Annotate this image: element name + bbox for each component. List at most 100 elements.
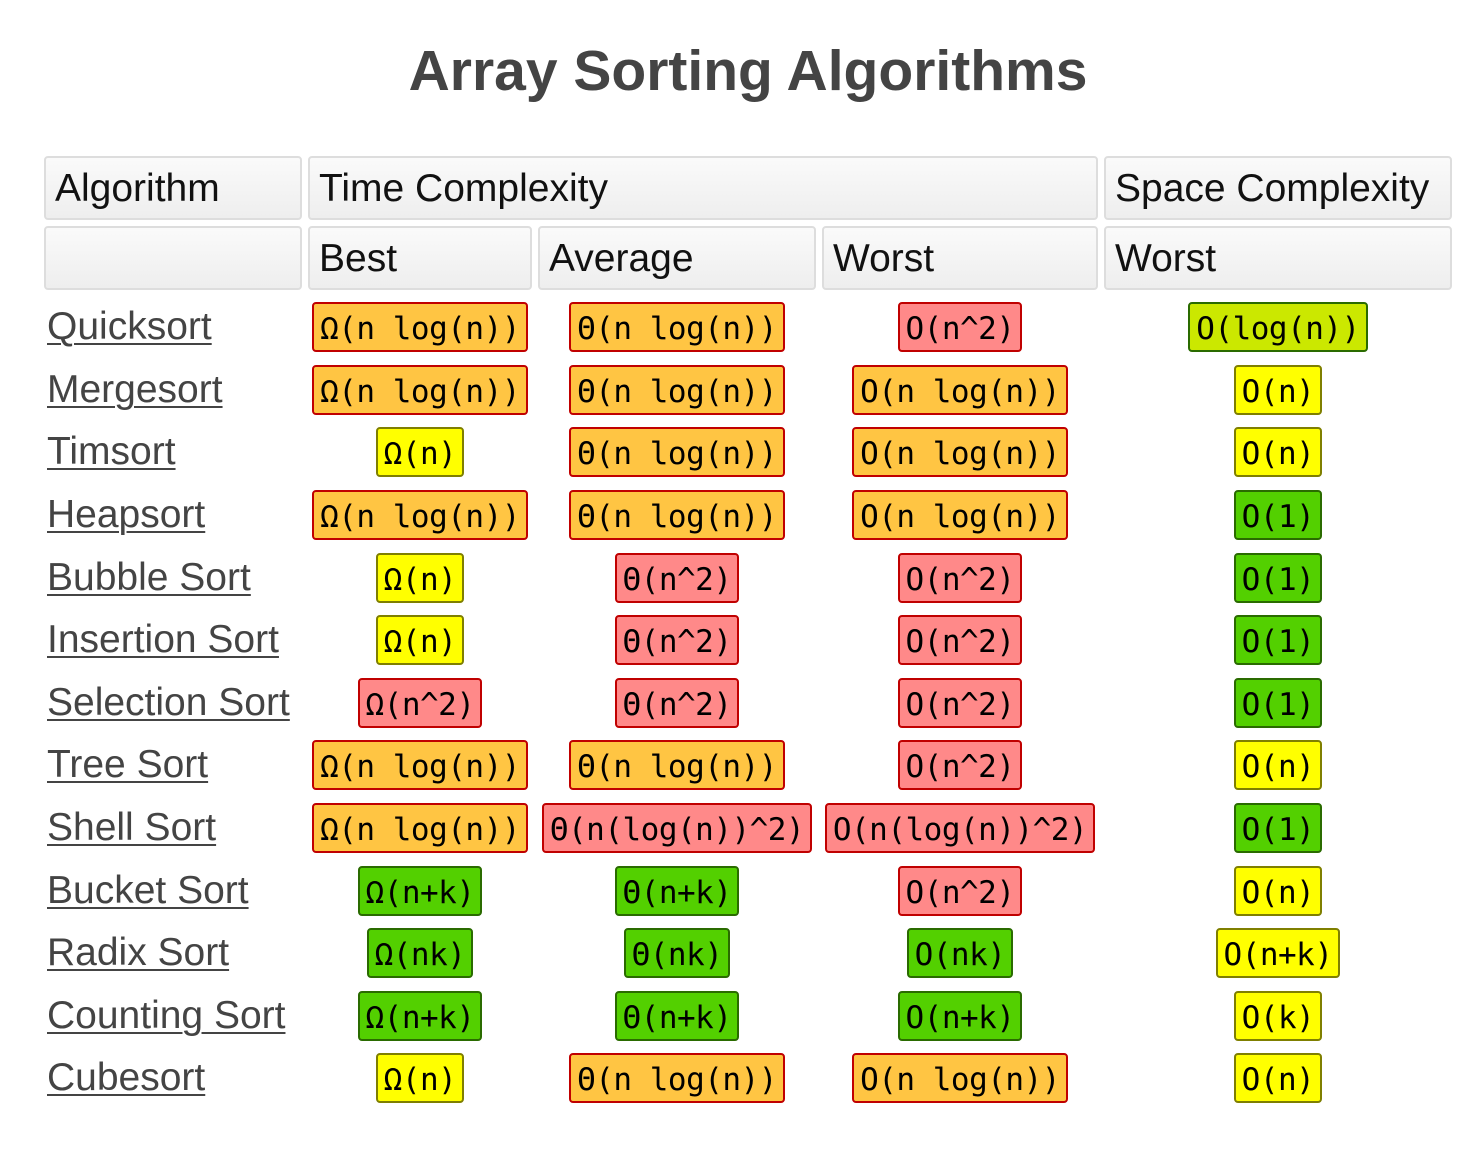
best-cell: Ω(n)	[308, 421, 532, 484]
space-complexity-badge: O(1)	[1233, 677, 1323, 728]
algorithm-link[interactable]: Timsort	[47, 430, 176, 474]
header-space-worst: Worst	[1104, 226, 1452, 290]
algorithm-link[interactable]: Heapsort	[47, 493, 206, 537]
best-complexity-badge: Ω(n log(n))	[312, 364, 528, 415]
best-cell: Ω(n^2)	[308, 672, 532, 735]
algorithm-cell: Tree Sort	[44, 734, 302, 797]
worst-cell: O(n^2)	[822, 546, 1098, 609]
best-cell: Ω(n log(n))	[308, 797, 532, 860]
space-cell: O(k)	[1104, 985, 1452, 1048]
worst-complexity-badge: O(n+k)	[897, 990, 1023, 1041]
algorithm-cell: Bubble Sort	[44, 546, 302, 609]
space-complexity-badge: O(n+k)	[1215, 928, 1341, 979]
worst-complexity-badge: O(n log(n))	[852, 490, 1068, 541]
best-cell: Ω(n+k)	[308, 985, 532, 1048]
algorithm-cell: Insertion Sort	[44, 609, 302, 672]
space-cell: O(1)	[1104, 546, 1452, 609]
sorting-table: Algorithm Time Complexity Space Complexi…	[44, 156, 1452, 1110]
algorithm-cell: Heapsort	[44, 484, 302, 547]
algorithm-cell: Mergesort	[44, 359, 302, 422]
algorithm-cell: Bucket Sort	[44, 859, 302, 922]
best-cell: Ω(n log(n))	[308, 734, 532, 797]
algorithm-link[interactable]: Shell Sort	[47, 806, 217, 850]
best-complexity-badge: Ω(n log(n))	[312, 490, 528, 541]
worst-complexity-badge: O(n log(n))	[852, 427, 1068, 478]
worst-complexity-badge: O(n^2)	[897, 865, 1023, 916]
best-complexity-badge: Ω(n+k)	[357, 990, 483, 1041]
space-complexity-badge: O(k)	[1233, 990, 1323, 1041]
best-complexity-badge: Ω(n)	[375, 552, 465, 603]
algorithm-cell: Quicksort	[44, 296, 302, 359]
average-cell: Θ(n log(n))	[538, 734, 816, 797]
header-worst: Worst	[822, 226, 1098, 290]
space-complexity-badge: O(n)	[1233, 740, 1323, 791]
space-cell: O(n)	[1104, 421, 1452, 484]
algorithm-link[interactable]: Bucket Sort	[47, 868, 249, 912]
algorithm-link[interactable]: Selection Sort	[47, 680, 290, 724]
best-complexity-badge: Ω(n^2)	[357, 677, 483, 728]
best-cell: Ω(n log(n))	[308, 296, 532, 359]
space-complexity-badge: O(n)	[1233, 865, 1323, 916]
average-cell: Θ(n^2)	[538, 672, 816, 735]
best-cell: Ω(n)	[308, 609, 532, 672]
worst-complexity-badge: O(n^2)	[897, 552, 1023, 603]
header-empty	[44, 226, 302, 290]
best-complexity-badge: Ω(n log(n))	[312, 740, 528, 791]
space-cell: O(1)	[1104, 797, 1452, 860]
worst-cell: O(n log(n))	[822, 484, 1098, 547]
header-average: Average	[538, 226, 816, 290]
algorithm-link[interactable]: Counting Sort	[47, 993, 286, 1037]
average-complexity-badge: Θ(n^2)	[614, 552, 740, 603]
worst-complexity-badge: O(n^2)	[897, 740, 1023, 791]
algorithm-cell: Counting Sort	[44, 985, 302, 1048]
average-complexity-badge: Θ(n log(n))	[569, 490, 785, 541]
worst-cell: O(n^2)	[822, 734, 1098, 797]
header-algorithm: Algorithm	[44, 156, 302, 220]
average-cell: Θ(n+k)	[538, 985, 816, 1048]
space-complexity-badge: O(n)	[1233, 364, 1323, 415]
average-complexity-badge: Θ(n log(n))	[569, 740, 785, 791]
page-title: Array Sorting Algorithms	[408, 39, 1088, 103]
algorithm-link[interactable]: Tree Sort	[47, 743, 209, 787]
worst-cell: O(n log(n))	[822, 1047, 1098, 1110]
worst-cell: O(n log(n))	[822, 421, 1098, 484]
algorithm-cell: Selection Sort	[44, 672, 302, 735]
algorithm-cell: Radix Sort	[44, 922, 302, 985]
algorithm-cell: Shell Sort	[44, 797, 302, 860]
worst-complexity-badge: O(nk)	[906, 928, 1014, 979]
worst-cell: O(n log(n))	[822, 359, 1098, 422]
algorithm-link[interactable]: Bubble Sort	[47, 555, 251, 599]
average-complexity-badge: Θ(nk)	[623, 928, 731, 979]
worst-cell: O(n^2)	[822, 859, 1098, 922]
worst-cell: O(nk)	[822, 922, 1098, 985]
space-complexity-badge: O(1)	[1233, 490, 1323, 541]
worst-cell: O(n(log(n))^2)	[822, 797, 1098, 860]
average-complexity-badge: Θ(n log(n))	[569, 427, 785, 478]
best-complexity-badge: Ω(n)	[375, 1053, 465, 1104]
average-cell: Θ(nk)	[538, 922, 816, 985]
space-cell: O(1)	[1104, 609, 1452, 672]
average-cell: Θ(n log(n))	[538, 1047, 816, 1110]
algorithm-link[interactable]: Radix Sort	[47, 931, 230, 975]
average-complexity-badge: Θ(n+k)	[614, 865, 740, 916]
algorithm-link[interactable]: Cubesort	[47, 1056, 206, 1100]
worst-cell: O(n+k)	[822, 985, 1098, 1048]
worst-complexity-badge: O(n log(n))	[852, 1053, 1068, 1104]
worst-complexity-badge: O(n(log(n))^2)	[824, 803, 1096, 854]
best-cell: Ω(nk)	[308, 922, 532, 985]
worst-complexity-badge: O(n^2)	[897, 677, 1023, 728]
worst-complexity-badge: O(n log(n))	[852, 364, 1068, 415]
algorithm-cell: Cubesort	[44, 1047, 302, 1110]
worst-complexity-badge: O(n^2)	[897, 302, 1023, 353]
algorithm-link[interactable]: Mergesort	[47, 367, 223, 411]
average-complexity-badge: Θ(n^2)	[614, 615, 740, 666]
space-cell: O(1)	[1104, 484, 1452, 547]
average-cell: Θ(n^2)	[538, 546, 816, 609]
algorithm-link[interactable]: Quicksort	[47, 305, 212, 349]
algorithm-cell: Timsort	[44, 421, 302, 484]
average-cell: Θ(n+k)	[538, 859, 816, 922]
algorithm-link[interactable]: Insertion Sort	[47, 618, 279, 662]
header-space-complexity: Space Complexity	[1104, 156, 1452, 220]
space-cell: O(log(n))	[1104, 296, 1452, 359]
space-cell: O(n)	[1104, 859, 1452, 922]
